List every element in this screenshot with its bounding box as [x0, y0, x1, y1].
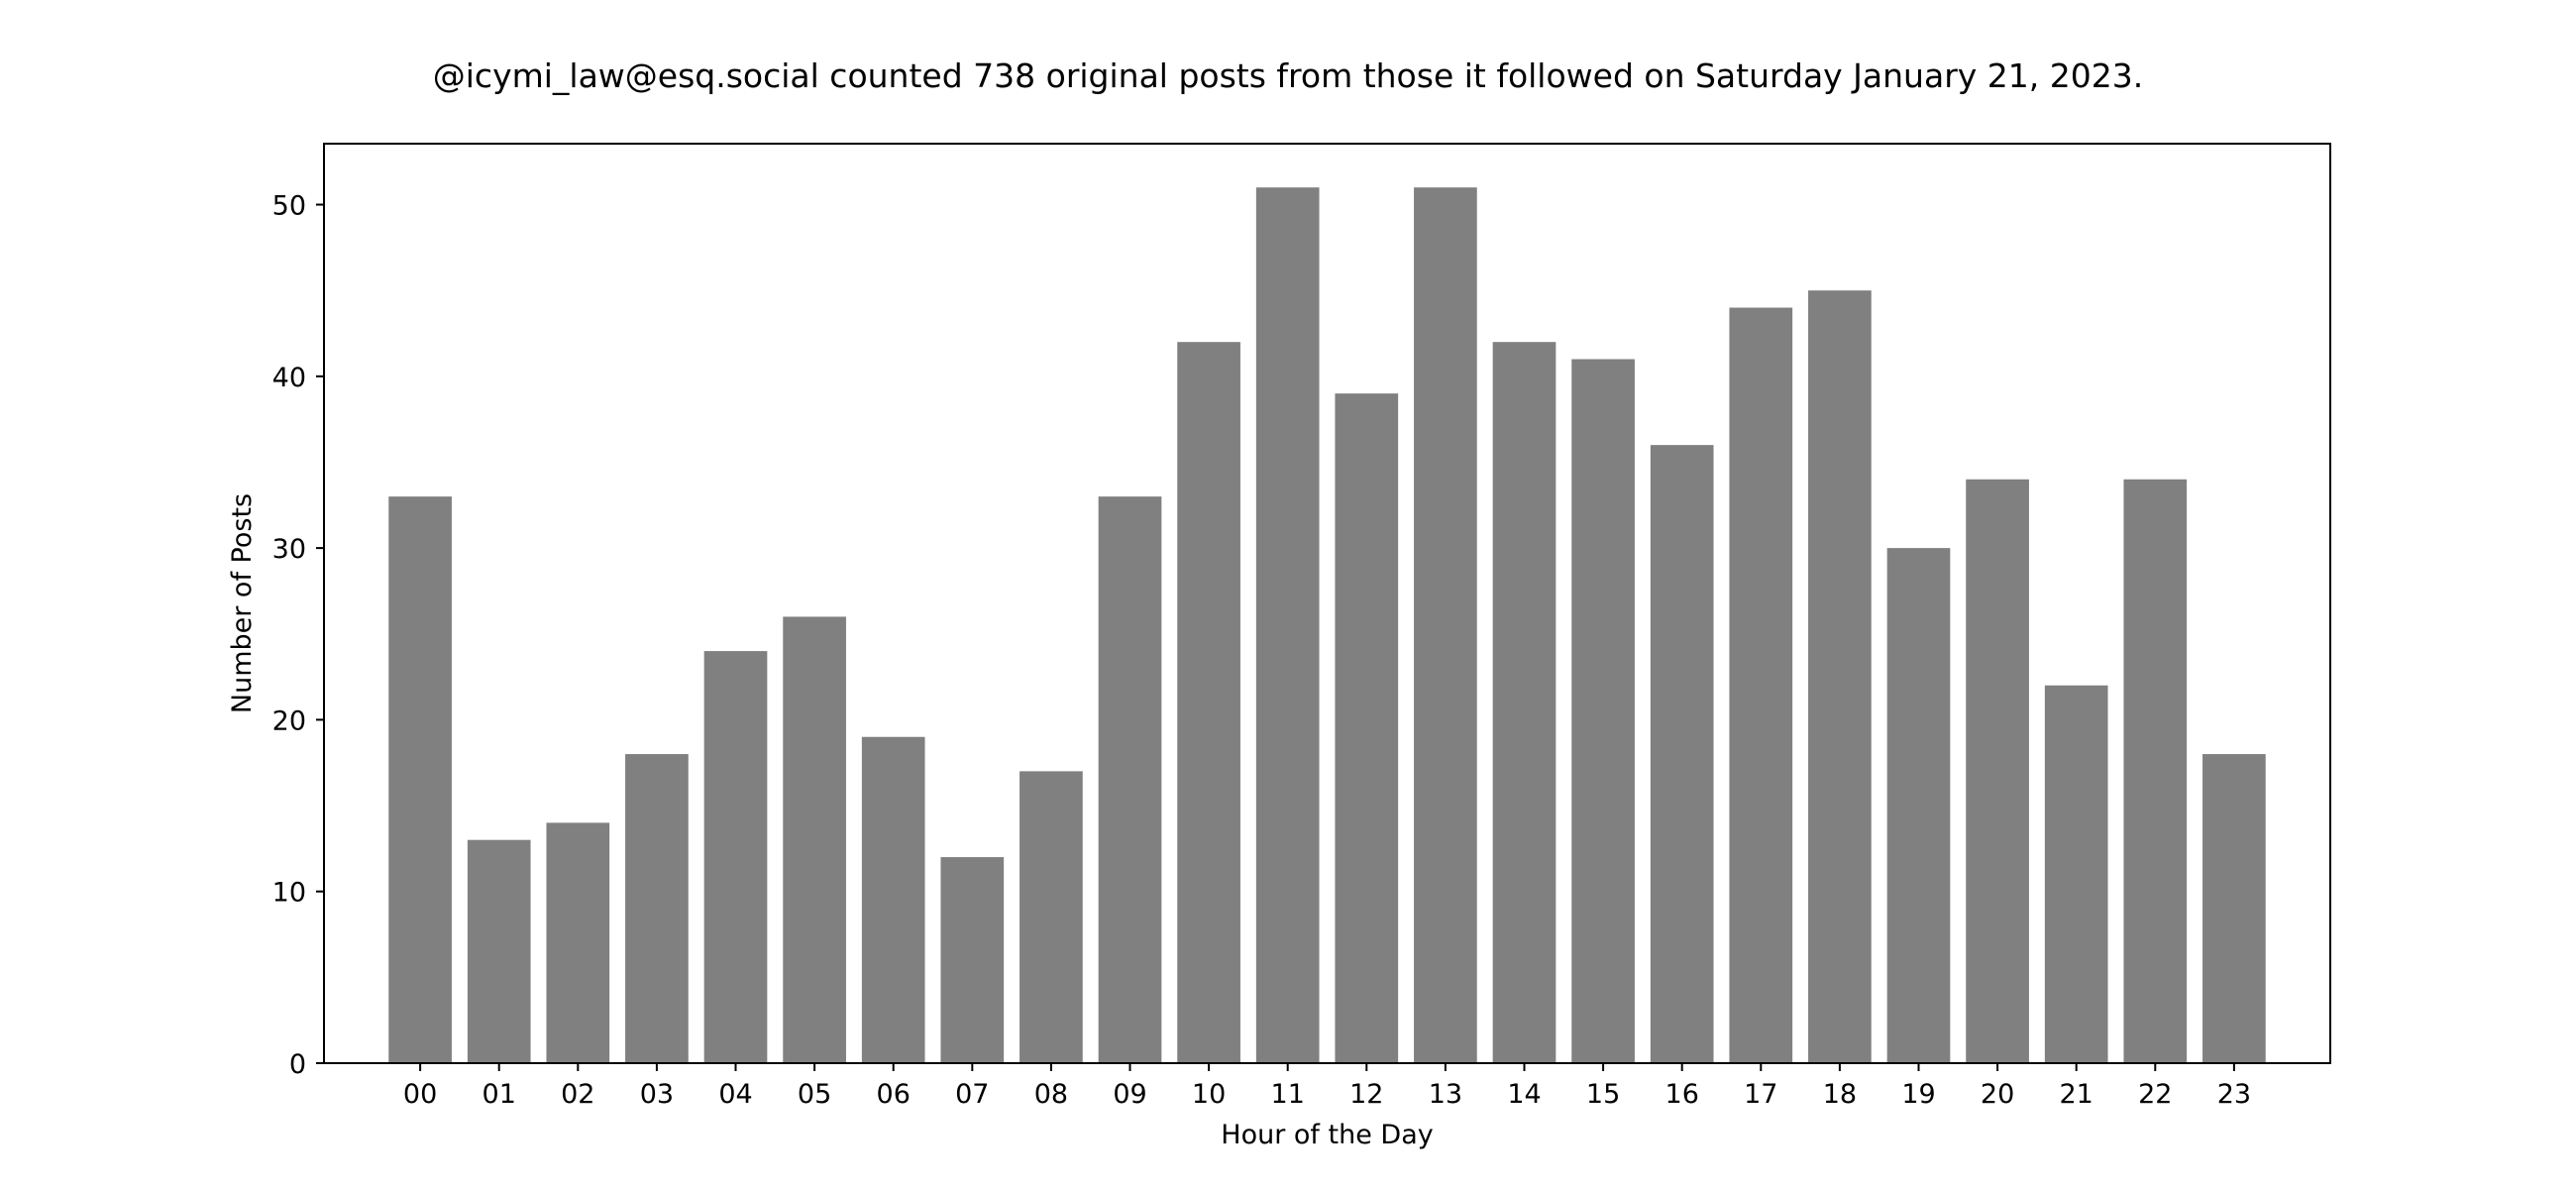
- x-tick-label-09: 09: [1113, 1079, 1146, 1110]
- bar-17: [1729, 307, 1793, 1063]
- bar-06: [861, 736, 925, 1063]
- y-ticks-group: 0 10 20 30 40 50: [272, 191, 324, 1080]
- y-tick-label-50: 50: [272, 191, 306, 222]
- bar-21: [2044, 685, 2108, 1063]
- bar-23: [2202, 754, 2266, 1063]
- x-tick-label-23: 23: [2217, 1079, 2251, 1110]
- x-tick-label-03: 03: [640, 1079, 674, 1110]
- x-tick-label-08: 08: [1034, 1079, 1068, 1110]
- bar-11: [1255, 187, 1320, 1063]
- x-tick-label-15: 15: [1586, 1079, 1620, 1110]
- x-tick-label-20: 20: [1981, 1079, 2014, 1110]
- x-tick-label-18: 18: [1823, 1079, 1857, 1110]
- y-tick-label-0: 0: [289, 1049, 306, 1080]
- x-tick-label-00: 00: [403, 1079, 437, 1110]
- y-tick-label-30: 30: [272, 534, 306, 565]
- bar-19: [1886, 548, 1951, 1063]
- x-tick-label-16: 16: [1665, 1079, 1699, 1110]
- x-tick-label-14: 14: [1507, 1079, 1541, 1110]
- x-tick-label-05: 05: [798, 1079, 831, 1110]
- x-tick-label-02: 02: [561, 1079, 594, 1110]
- x-tick-label-06: 06: [877, 1079, 911, 1110]
- y-axis-label: Number of Posts: [227, 493, 258, 713]
- bar-05: [783, 616, 846, 1063]
- y-tick-label-40: 40: [272, 363, 306, 393]
- bar-16: [1650, 445, 1714, 1063]
- bar-12: [1335, 393, 1399, 1064]
- bar-10: [1177, 342, 1240, 1063]
- y-tick-label-10: 10: [272, 878, 306, 909]
- bar-03: [625, 754, 689, 1063]
- x-ticks-group: 00 01 02 03 04 05 06 07 08 09 10 11 12 13 14 15 16 17 18 19…: [403, 1063, 2251, 1110]
- bar-08: [1020, 771, 1083, 1063]
- bar-20: [1966, 479, 2029, 1063]
- bar-09: [1098, 496, 1162, 1063]
- x-axis-label: Hour of the Day: [1221, 1120, 1433, 1150]
- x-tick-label-22: 22: [2138, 1079, 2172, 1110]
- x-tick-label-11: 11: [1271, 1079, 1305, 1110]
- x-tick-label-13: 13: [1429, 1079, 1462, 1110]
- x-tick-label-10: 10: [1192, 1079, 1226, 1110]
- x-tick-label-19: 19: [1901, 1079, 1935, 1110]
- bar-14: [1492, 342, 1556, 1063]
- bar-15: [1571, 359, 1635, 1063]
- x-tick-label-12: 12: [1349, 1079, 1383, 1110]
- bar-01: [467, 839, 531, 1063]
- bar-22: [2123, 479, 2188, 1063]
- bar-13: [1414, 187, 1477, 1063]
- bar-07: [940, 857, 1005, 1063]
- x-tick-label-17: 17: [1744, 1079, 1777, 1110]
- bar-18: [1808, 290, 1872, 1063]
- bar-02: [546, 822, 610, 1063]
- x-tick-label-01: 01: [483, 1079, 516, 1110]
- x-tick-label-21: 21: [2060, 1079, 2093, 1110]
- plot-frame: [323, 143, 2331, 1064]
- bar-04: [703, 651, 768, 1063]
- chart-title: @icymi_law@esq.social counted 738 origin…: [433, 56, 2143, 95]
- x-tick-label-07: 07: [955, 1079, 989, 1110]
- x-tick-label-04: 04: [718, 1079, 752, 1110]
- bars-group: [388, 187, 2266, 1064]
- bar-00: [388, 496, 452, 1063]
- y-tick-label-20: 20: [272, 705, 306, 736]
